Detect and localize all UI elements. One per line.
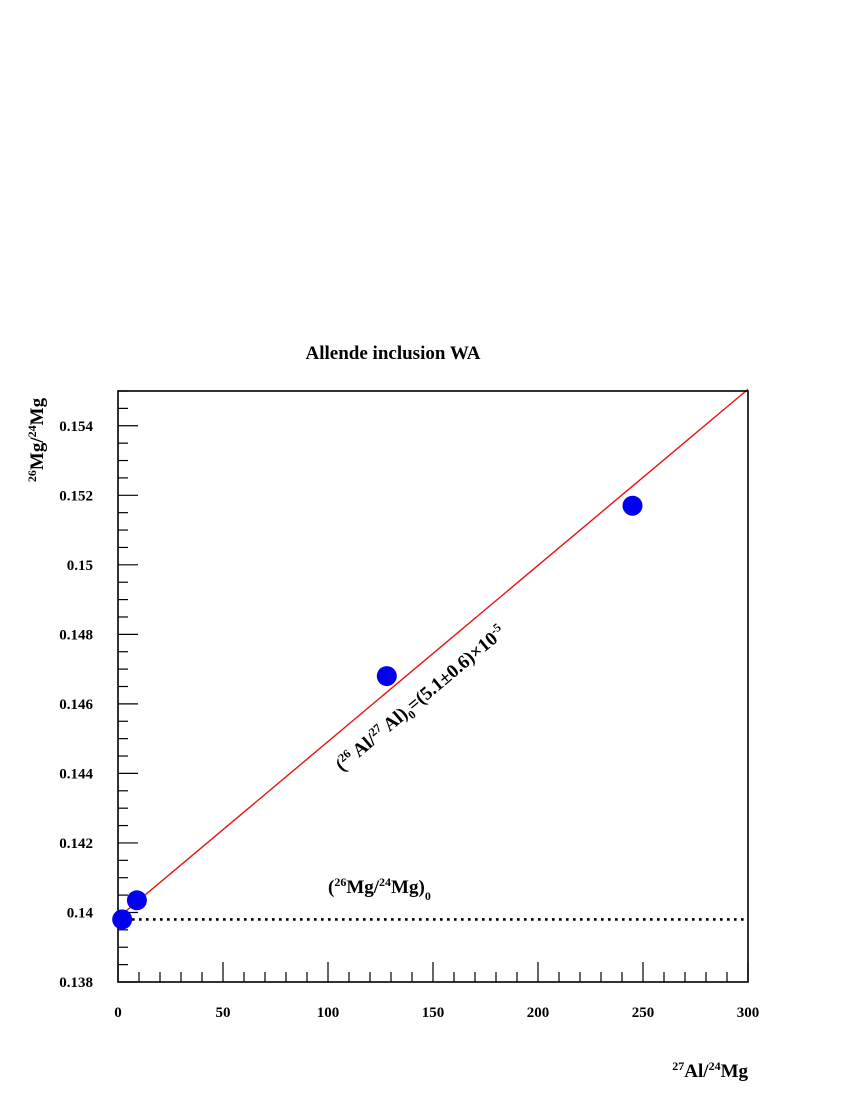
- x-tick-label: 200: [527, 1005, 550, 1021]
- data-point: [622, 495, 643, 516]
- data-points: [112, 495, 643, 930]
- y-tick-label: 0.138: [59, 975, 93, 991]
- x-tick-label: 250: [632, 1005, 655, 1021]
- x-axis-label: 27Al/24Mg: [672, 1059, 748, 1082]
- y-tick-label: 0.148: [59, 627, 93, 643]
- data-point: [126, 890, 147, 911]
- data-point: [112, 909, 133, 930]
- initial-ratio-annotation: (26Mg/24Mg)0: [328, 875, 431, 903]
- y-tick-label: 0.146: [59, 697, 93, 713]
- x-tick-label: 50: [216, 1005, 231, 1021]
- y-tick-label: 0.14: [67, 905, 94, 921]
- x-tick-label: 150: [422, 1005, 445, 1021]
- isochron-fit-line: [117, 388, 749, 919]
- y-tick-label: 0.152: [59, 488, 93, 504]
- plot-frame: [117, 390, 749, 983]
- slope-annotation: (26 Al/27 Al)0=(5.1±0.6)×10-5: [330, 620, 511, 778]
- y-tick-label: 0.154: [59, 419, 93, 435]
- axis-tick-labels: 0 50 100 150 200 250 300 0.138 0.14 0.142 0.144 0.1…: [59, 419, 759, 1021]
- y-tick-label: 0.142: [59, 836, 93, 852]
- data-point: [376, 666, 397, 687]
- x-tick-label: 100: [317, 1005, 340, 1021]
- x-tick-label: 0: [114, 1005, 122, 1021]
- y-axis-label: 26Mg/24Mg: [25, 397, 48, 482]
- y-tick-label: 0.144: [59, 766, 93, 782]
- chart-title: Allende inclusion WA: [306, 343, 481, 364]
- x-tick-label: 300: [737, 1005, 760, 1021]
- y-tick-label: 0.15: [67, 558, 93, 574]
